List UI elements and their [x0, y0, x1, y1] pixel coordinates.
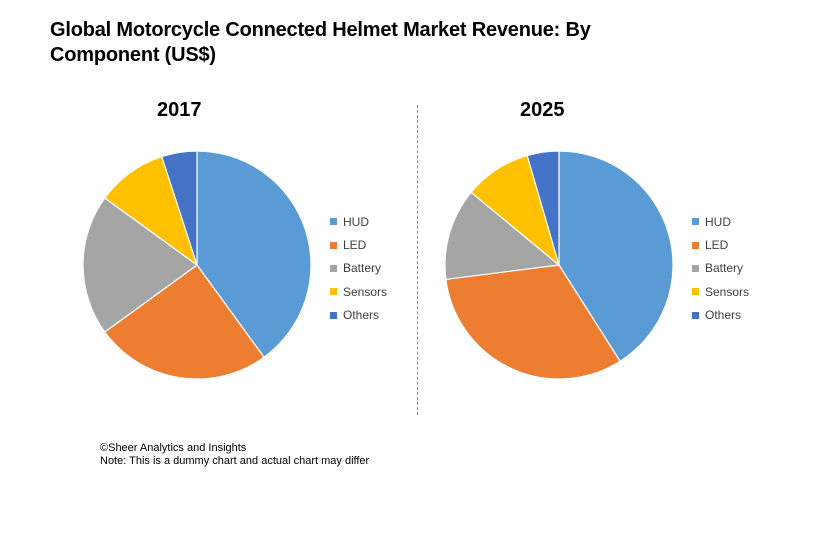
- pie-chart-2025: 2025 HUD LED Battery Sensors Others: [402, 95, 749, 395]
- legend-swatch: [692, 288, 699, 296]
- copyright-text: ©Sheer Analytics and Insights: [100, 442, 247, 454]
- legend-label: HUD: [705, 214, 731, 229]
- pie-slice-led: [445, 264, 621, 380]
- pie-slice-hud: [196, 150, 312, 359]
- legend-item-sensors: Sensors: [330, 280, 387, 303]
- legend-item-others: Others: [692, 304, 749, 327]
- pie-svg: [82, 150, 312, 380]
- legend-swatch: [692, 218, 699, 226]
- page-title: Global Motorcycle Connected Helmet Marke…: [50, 19, 591, 66]
- pie-slice-others: [526, 150, 560, 266]
- legend-label: Sensors: [705, 284, 750, 299]
- divider-line: [417, 105, 418, 415]
- legend-label: LED: [705, 238, 729, 253]
- legend-swatch: [330, 218, 337, 226]
- legend-label: LED: [343, 238, 367, 253]
- pie-slice-battery: [82, 197, 199, 333]
- legend-item-battery: Battery: [330, 257, 387, 280]
- chart-title: 2017: [157, 99, 202, 121]
- legend-item-battery: Battery: [692, 257, 749, 280]
- legend-label: HUD: [343, 214, 369, 229]
- note-text: Note: This is a dummy chart and actual c…: [100, 455, 370, 467]
- legend-swatch: [692, 264, 699, 272]
- pie-slice-led: [103, 264, 265, 380]
- pie-slice-sensors: [103, 155, 199, 267]
- legend-item-hud: HUD: [330, 210, 387, 233]
- legend-label: Sensors: [343, 284, 388, 299]
- legend: HUD LED Battery Sensors Others: [692, 210, 749, 327]
- legend-swatch: [330, 311, 337, 319]
- legend-label: Others: [343, 308, 380, 323]
- legend-item-sensors: Sensors: [692, 280, 749, 303]
- legend-swatch: [692, 241, 699, 249]
- pie-chart-2017: 2017 HUD LED Battery Sensors Others: [40, 95, 387, 395]
- pie-svg: [444, 150, 674, 380]
- legend: HUD LED Battery Sensors Others: [330, 210, 387, 327]
- pie-slice-hud: [558, 150, 674, 363]
- legend-swatch: [692, 311, 699, 319]
- pie-slice-battery: [444, 191, 561, 280]
- legend-item-hud: HUD: [692, 210, 749, 233]
- legend-label: Battery: [705, 261, 744, 276]
- legend-label: Battery: [343, 261, 382, 276]
- legend-swatch: [330, 264, 337, 272]
- legend-swatch: [330, 288, 337, 296]
- legend-swatch: [330, 241, 337, 249]
- pie-slice-others: [161, 150, 198, 266]
- footer: ©Sheer Analytics and Insights Note: This…: [100, 442, 369, 468]
- legend-item-led: LED: [330, 233, 387, 256]
- legend-item-others: Others: [330, 304, 387, 327]
- legend-label: Others: [705, 308, 742, 323]
- legend-item-led: LED: [692, 233, 749, 256]
- chart-title: 2025: [520, 99, 565, 121]
